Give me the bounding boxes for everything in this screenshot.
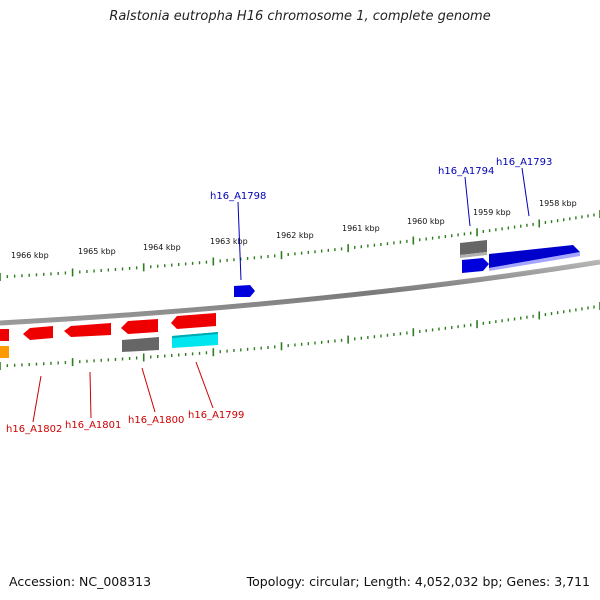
accession-text: Accession: NC_008313 [9, 574, 152, 589]
gene-h16-A1794[interactable] [460, 240, 487, 258]
gene-h16-A1793[interactable] [489, 245, 580, 271]
label-h16-A1798: h16_A1798 [210, 191, 266, 202]
gene-h16-A1801[interactable] [64, 323, 111, 337]
gene-h16-A1799[interactable] [171, 313, 218, 348]
label-h16-A1794: h16_A1794 [438, 166, 494, 177]
map-title: Ralstonia eutropha H16 chromosome 1, com… [109, 9, 491, 24]
gene-h16-A1798[interactable] [234, 285, 255, 297]
kbp-label: 1958 kbp [539, 199, 577, 208]
kbp-label: 1959 kbp [473, 208, 511, 217]
kbp-label: 1963 kbp [210, 237, 248, 246]
kbp-label: 1962 kbp [276, 231, 314, 240]
label-h16-A1799: h16_A1799 [188, 410, 244, 421]
label-h16-A1802: h16_A1802 [6, 424, 62, 435]
gene-blue-small-2[interactable] [462, 258, 489, 273]
kbp-label: 1960 kbp [407, 217, 445, 226]
kbp-label: 1965 kbp [78, 247, 116, 256]
topology-text: Topology: circular; Length: 4,052,032 bp… [246, 574, 590, 589]
gene-h16-A1802[interactable] [0, 326, 53, 358]
kbp-label: 1964 kbp [143, 243, 181, 252]
kbp-label: 1966 kbp [11, 251, 49, 260]
outer-ruler: 1966 kbp 1965 kbp 1964 kbp 1963 kbp 1962 kbp… [0, 199, 600, 281]
label-h16-A1800: h16_A1800 [128, 415, 184, 426]
label-h16-A1801: h16_A1801 [65, 420, 121, 431]
kbp-label: 1961 kbp [342, 224, 380, 233]
gene-h16-A1800[interactable] [121, 319, 159, 352]
leader-lines [32, 167, 530, 423]
label-h16-A1793: h16_A1793 [496, 157, 552, 168]
inner-ruler [0, 302, 600, 370]
chromosome-backbone [0, 259, 600, 326]
